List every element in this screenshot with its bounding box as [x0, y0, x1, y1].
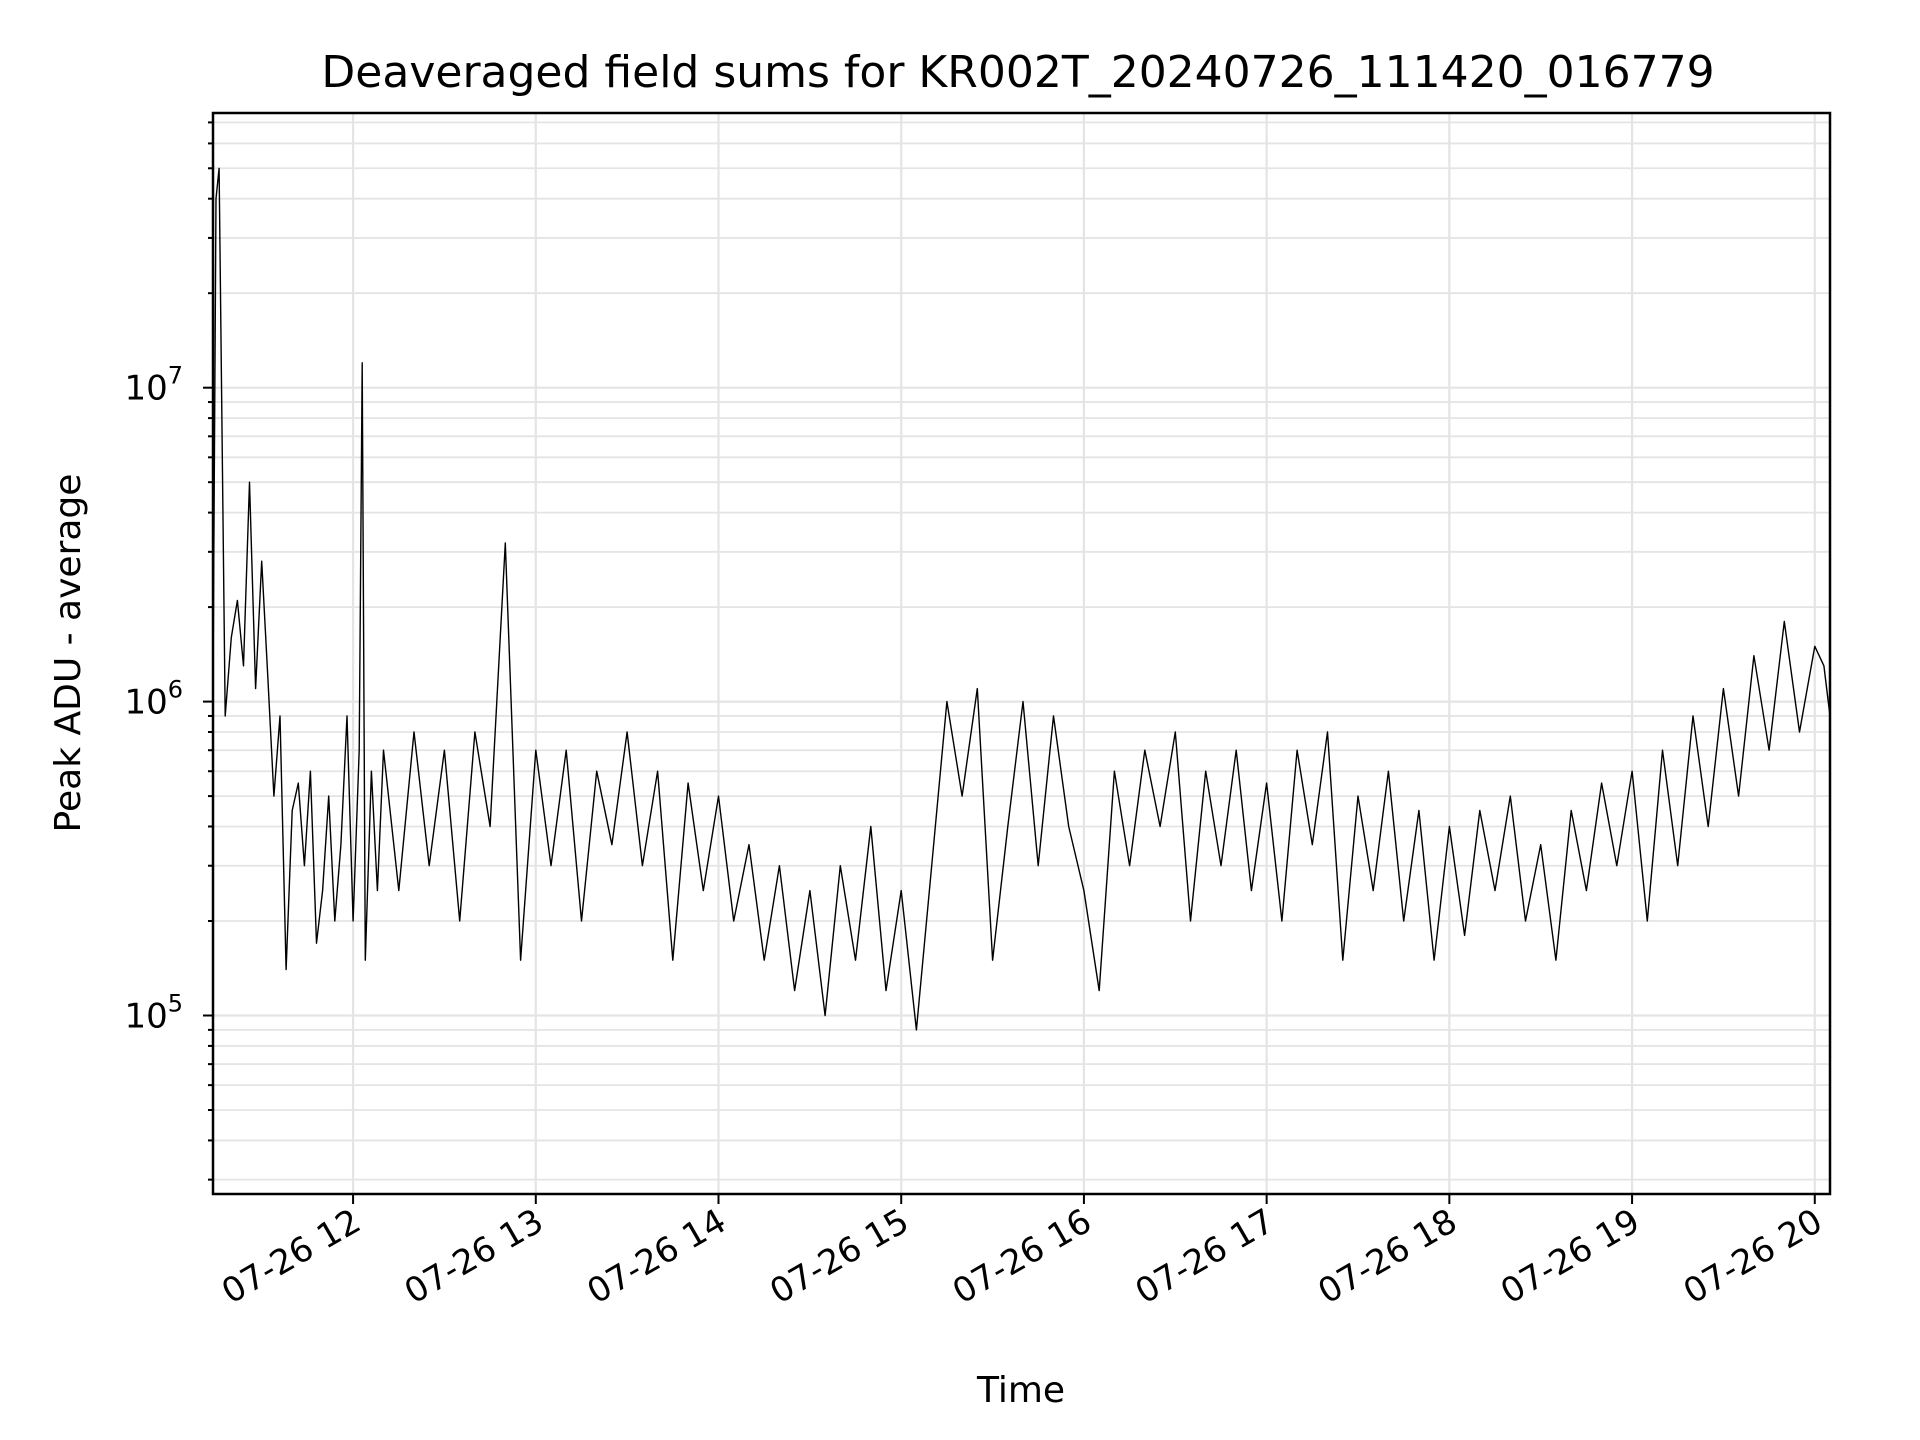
y-tick-label: 105	[124, 990, 183, 1037]
grid-layer	[213, 113, 1830, 1194]
plot-frame	[211, 111, 1832, 1196]
chart-title: Deaveraged field sums for KR002T_2024072…	[321, 47, 1714, 98]
x-axis-label: Time	[976, 1370, 1065, 1411]
y-tick-label-exponent: 7	[168, 362, 183, 390]
y-tick-label-exponent: 5	[168, 990, 183, 1018]
y-tick-label-base: 10	[124, 683, 167, 723]
y-tick-label-base: 10	[124, 369, 167, 409]
series-line	[213, 167, 1830, 1031]
y-axis-label: Peak ADU - average	[48, 474, 89, 833]
y-tick-label-base: 10	[124, 997, 167, 1037]
y-tick-label: 107	[124, 362, 183, 409]
y-tick-label: 106	[124, 676, 183, 723]
y-tick-label-exponent: 6	[168, 676, 183, 704]
series-layer	[213, 167, 1830, 1031]
